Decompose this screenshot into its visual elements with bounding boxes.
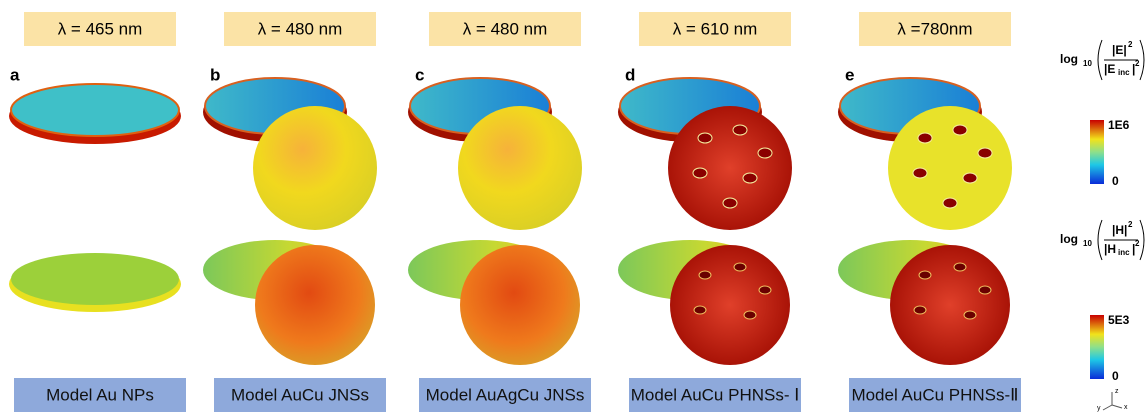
sphere bbox=[458, 106, 582, 230]
sphere bbox=[255, 245, 375, 365]
wavelength-label: λ = 610 nm bbox=[673, 19, 758, 38]
pore bbox=[744, 311, 756, 319]
axis-triad bbox=[1103, 392, 1122, 410]
colorbar-min: 0 bbox=[1112, 369, 1119, 383]
sphere bbox=[253, 106, 377, 230]
pore bbox=[698, 133, 712, 143]
panel-letter: a bbox=[10, 65, 20, 84]
colorbar-denominator-power: 2 bbox=[1135, 59, 1140, 68]
colorbar-max: 1E6 bbox=[1108, 118, 1130, 132]
pore bbox=[943, 198, 957, 208]
colorbar-denominator-power: 2 bbox=[1135, 239, 1140, 248]
colorbar-numerator-power: 2 bbox=[1128, 40, 1133, 49]
pore bbox=[699, 271, 711, 279]
colorbar bbox=[1090, 120, 1104, 184]
wavelength-label: λ =780nm bbox=[897, 19, 972, 38]
wavelength-label: λ = 465 nm bbox=[58, 19, 143, 38]
pore bbox=[913, 168, 927, 178]
pore bbox=[723, 198, 737, 208]
figure: λ = 465 nm a Model Au NPs λ = 480 nm b Model … bbox=[0, 0, 1148, 416]
colorbar-log: log bbox=[1060, 52, 1078, 66]
pore bbox=[694, 306, 706, 314]
pore bbox=[954, 263, 966, 271]
sphere bbox=[670, 245, 790, 365]
sphere bbox=[888, 106, 1012, 230]
pore bbox=[743, 173, 757, 183]
colorbar-numerator-power: 2 bbox=[1128, 220, 1133, 229]
colorbar-numerator: |E| bbox=[1112, 43, 1127, 57]
axis-x: x bbox=[1124, 404, 1128, 411]
model-label: Model AuAgCu JNSs bbox=[426, 385, 585, 404]
axis-y: y bbox=[1097, 405, 1101, 412]
colorbar-denominator: |H bbox=[1104, 242, 1116, 256]
pore bbox=[919, 271, 931, 279]
colorbar-denominator-sub: inc bbox=[1118, 248, 1130, 257]
wavelength-label: λ = 480 nm bbox=[258, 19, 343, 38]
panel-letter: d bbox=[625, 65, 635, 84]
pore bbox=[979, 286, 991, 294]
pore bbox=[914, 306, 926, 314]
colorbar bbox=[1090, 315, 1104, 379]
pore bbox=[978, 148, 992, 158]
colorbar-min: 0 bbox=[1112, 174, 1119, 188]
disk bbox=[11, 253, 179, 305]
axis-z: z bbox=[1115, 388, 1119, 395]
pore bbox=[918, 133, 932, 143]
pore bbox=[964, 311, 976, 319]
colorbar-log: log bbox=[1060, 232, 1078, 246]
pore bbox=[759, 286, 771, 294]
pore bbox=[758, 148, 772, 158]
pore bbox=[963, 173, 977, 183]
model-label: Model AuCu JNSs bbox=[231, 385, 369, 404]
panel-letter: b bbox=[210, 65, 220, 84]
model-label: Model AuCu PHNSs- Ⅰ bbox=[631, 385, 799, 404]
sphere bbox=[668, 106, 792, 230]
colorbar-numerator: |H| bbox=[1112, 223, 1127, 237]
disk bbox=[11, 84, 179, 136]
colorbar-log-base: 10 bbox=[1083, 59, 1092, 68]
wavelength-label: λ = 480 nm bbox=[463, 19, 548, 38]
panel-letter: e bbox=[845, 65, 854, 84]
pore bbox=[953, 125, 967, 135]
colorbar-max: 5E3 bbox=[1108, 313, 1130, 327]
colorbar-log-base: 10 bbox=[1083, 239, 1092, 248]
model-label: Model Au NPs bbox=[46, 385, 154, 404]
pore bbox=[734, 263, 746, 271]
panel-letter: c bbox=[415, 65, 424, 84]
pore bbox=[693, 168, 707, 178]
colorbar-denominator-sub: inc bbox=[1118, 68, 1130, 77]
model-label: Model AuCu PHNSs-Ⅱ bbox=[851, 385, 1018, 404]
sphere bbox=[890, 245, 1010, 365]
colorbar-denominator: |E bbox=[1104, 62, 1115, 76]
sphere bbox=[460, 245, 580, 365]
pore bbox=[733, 125, 747, 135]
